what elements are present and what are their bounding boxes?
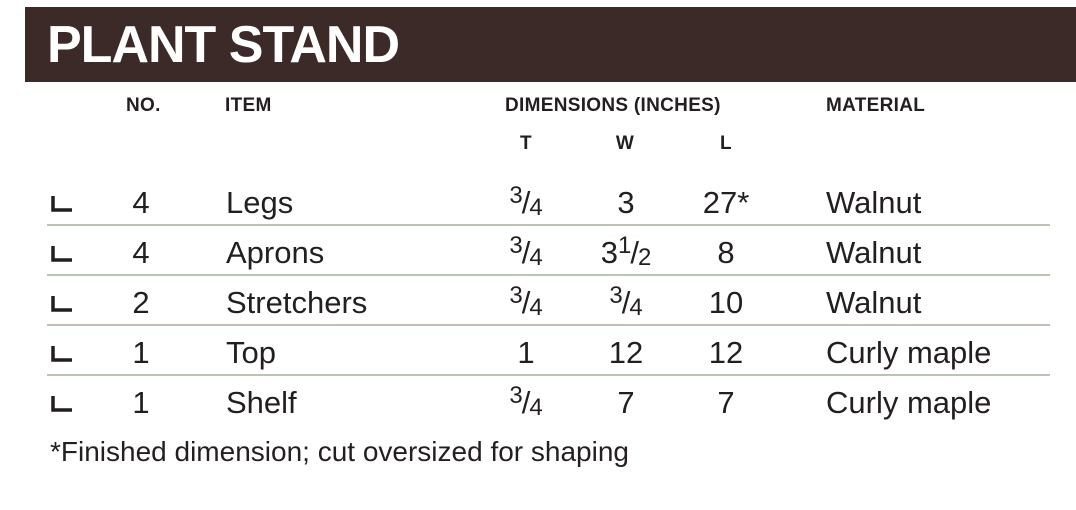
checkbox-icon[interactable]	[51, 346, 73, 362]
cell-thickness: 3/4	[509, 232, 543, 271]
fraction-denominator: 4	[529, 294, 543, 321]
cell-width: 7	[617, 383, 634, 423]
cell-width: 3	[617, 183, 634, 223]
checkbox-icon[interactable]	[51, 396, 73, 412]
row-divider	[47, 274, 1050, 276]
cell-length: 7	[717, 385, 735, 420]
row-divider	[47, 224, 1050, 226]
fraction-numerator: 3	[509, 232, 523, 259]
table-row: 1 Top 1 12 12 Curly maple	[0, 333, 1076, 383]
w-whole: 12	[608, 335, 644, 370]
cell-width: 31/2	[600, 232, 652, 271]
fraction-denominator: 4	[629, 294, 643, 321]
cell-material: Walnut	[826, 285, 922, 320]
header-width: W	[615, 133, 635, 154]
cell-length: 27*	[702, 185, 750, 220]
fraction-numerator: 3	[609, 282, 623, 309]
checkbox-icon[interactable]	[51, 196, 73, 212]
cell-thickness: 3/4	[509, 182, 543, 221]
cell-item: Shelf	[226, 385, 297, 420]
row-divider	[47, 324, 1050, 326]
page-title: PLANT STAND	[47, 16, 400, 74]
w-whole: 7	[617, 385, 635, 420]
w-whole: 3	[600, 235, 618, 270]
header-length: L	[720, 133, 732, 154]
cell-width: 12	[609, 333, 643, 373]
table-row: 2 Stretchers 3/4 3/4 10 Walnut	[0, 282, 1076, 333]
cell-no: 4	[132, 185, 150, 220]
fraction-numerator: 3	[509, 282, 523, 309]
checkbox-icon[interactable]	[51, 296, 73, 312]
header-material: MATERIAL	[826, 95, 926, 116]
header-dimensions: DIMENSIONS (INCHES)	[505, 95, 721, 116]
header-item: ITEM	[225, 95, 272, 116]
cell-length: 10	[708, 285, 744, 320]
cell-width: 3/4	[609, 282, 643, 321]
table-row: 4 Aprons 3/4 31/2 8 Walnut	[0, 232, 1076, 283]
fraction-numerator: 3	[509, 182, 523, 209]
cell-thickness: 3/4	[509, 382, 543, 421]
row-divider	[47, 374, 1050, 376]
title-bar: PLANT STAND	[25, 7, 1076, 82]
table-row: 1 Shelf 3/4 7 7 Curly maple	[0, 382, 1076, 433]
footnote: *Finished dimension; cut oversized for s…	[50, 436, 629, 467]
cell-thickness: 1	[517, 333, 534, 373]
cell-no: 1	[132, 335, 150, 370]
cell-no: 2	[132, 285, 150, 320]
fraction-denominator: 4	[529, 244, 543, 271]
cell-item: Legs	[226, 185, 294, 220]
cell-item: Stretchers	[226, 285, 368, 320]
cell-thickness: 3/4	[509, 282, 543, 321]
w-whole: 3	[617, 185, 635, 220]
fraction-numerator: 3	[509, 382, 523, 409]
cell-material: Curly maple	[826, 385, 992, 420]
fraction-denominator: 4	[529, 394, 543, 421]
table-row: 4 Legs 3/4 3 27* Walnut	[0, 182, 1076, 233]
cell-no: 1	[132, 385, 150, 420]
cell-material: Walnut	[826, 185, 922, 220]
cell-material: Walnut	[826, 235, 922, 270]
cell-length: 8	[717, 235, 735, 270]
header-no: NO.	[126, 95, 161, 116]
fraction-denominator: 4	[529, 194, 543, 221]
cell-no: 4	[132, 235, 150, 270]
header-thickness: T	[520, 133, 532, 154]
cell-material: Curly maple	[826, 335, 992, 370]
cell-item: Aprons	[226, 235, 325, 270]
cell-item: Top	[226, 335, 276, 370]
t-whole: 1	[517, 335, 535, 370]
checkbox-icon[interactable]	[51, 246, 73, 262]
fraction-denominator: 2	[637, 244, 652, 271]
cell-length: 12	[708, 335, 744, 370]
fraction-numerator: 1	[617, 232, 632, 259]
